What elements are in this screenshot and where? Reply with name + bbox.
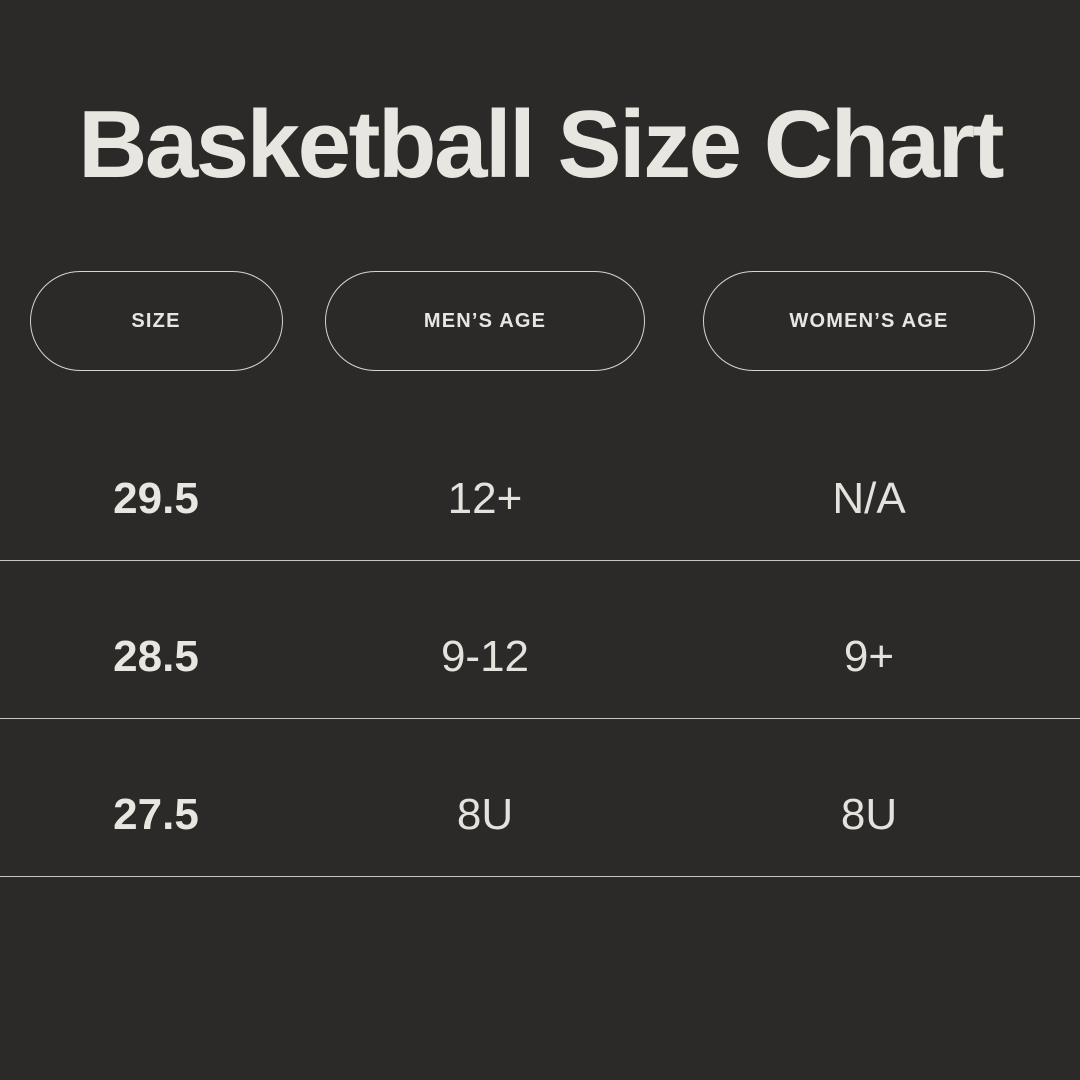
table-body: 29.5 12+ N/A 28.5 9-12 9+ 27.5 8U 8U bbox=[0, 403, 1080, 877]
table-row: 29.5 12+ N/A bbox=[0, 403, 1080, 561]
header-label-womens-age: WOMEN’S AGE bbox=[789, 309, 949, 332]
cell-size: 28.5 bbox=[113, 631, 199, 681]
cell-mens-age: 9-12 bbox=[440, 631, 530, 681]
cell-womens-age: 9+ bbox=[843, 631, 895, 681]
table-row: 27.5 8U 8U bbox=[0, 719, 1080, 877]
cell-size: 27.5 bbox=[113, 789, 199, 839]
cell-mens-age: 12+ bbox=[447, 473, 523, 523]
table-header-row: SIZE MEN’S AGE WOMEN’S AGE bbox=[0, 271, 1080, 371]
header-pill-womens-age: WOMEN’S AGE bbox=[703, 271, 1035, 371]
header-pill-mens-age: MEN’S AGE bbox=[325, 271, 645, 371]
header-pill-size: SIZE bbox=[29, 271, 283, 371]
cell-womens-age: N/A bbox=[832, 473, 906, 523]
cell-mens-age: 8U bbox=[456, 789, 514, 839]
header-label-size: SIZE bbox=[131, 309, 181, 332]
header-label-mens-age: MEN’S AGE bbox=[423, 309, 547, 332]
table-row: 28.5 9-12 9+ bbox=[0, 561, 1080, 719]
page-title: Basketball Size Chart bbox=[78, 91, 1004, 198]
cell-womens-age: 8U bbox=[840, 789, 898, 839]
cell-size: 29.5 bbox=[113, 473, 199, 523]
